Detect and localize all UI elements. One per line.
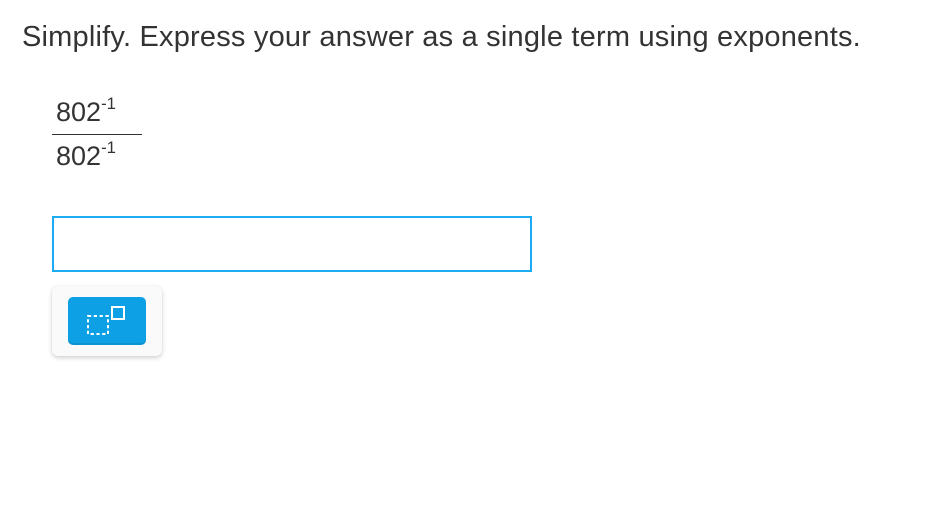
numerator-base: 802 bbox=[56, 97, 101, 127]
denominator-base: 802 bbox=[56, 141, 101, 171]
fraction-numerator: 802-1 bbox=[52, 95, 142, 130]
fraction-bar bbox=[52, 134, 142, 135]
exponent-button[interactable] bbox=[68, 297, 146, 345]
answer-input[interactable] bbox=[52, 216, 532, 272]
denominator-exponent: -1 bbox=[101, 138, 116, 157]
fraction: 802-1 802-1 bbox=[52, 95, 142, 173]
exponent-icon bbox=[84, 305, 130, 337]
math-expression: 802-1 802-1 bbox=[52, 95, 922, 173]
fraction-denominator: 802-1 bbox=[52, 139, 142, 174]
numerator-exponent: -1 bbox=[101, 94, 116, 113]
question-prompt: Simplify. Express your answer as a singl… bbox=[22, 18, 922, 57]
math-tool-tray bbox=[52, 286, 162, 356]
answer-area bbox=[52, 216, 922, 356]
